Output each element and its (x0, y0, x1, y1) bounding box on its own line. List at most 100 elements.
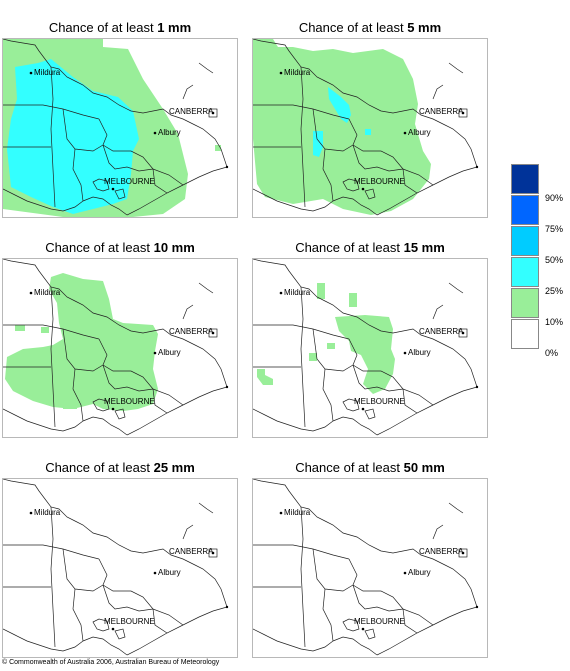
boundary-line-14 (92, 398, 110, 412)
legend-swatch-0 (511, 319, 539, 349)
town-dot-icon (211, 551, 215, 555)
boundary-line-7 (348, 338, 404, 390)
town-dot-icon (153, 571, 157, 575)
boundary-line-3 (376, 606, 478, 656)
map-label-albury: Albury (158, 568, 181, 577)
map-svg: Mildura CANBERRA Albury MELBOURNE (3, 259, 229, 436)
rainfall-region-3 (309, 353, 317, 361)
town-dot-icon (361, 187, 365, 191)
rainfall-region-1 (328, 87, 351, 123)
rainfall-region-2 (335, 315, 395, 394)
map-label-mildura: Mildura (34, 508, 61, 517)
rainfall-region-0 (5, 273, 158, 411)
rainfall-region-1 (349, 293, 357, 307)
legend-swatch-25 (511, 257, 539, 287)
map-label-albury: Albury (408, 128, 431, 137)
boundary-line-12 (182, 84, 194, 100)
map-label-albury: Albury (158, 348, 181, 357)
legend-label-25: 25% (545, 286, 564, 296)
boundary-line-12 (432, 304, 444, 320)
boundary-line-0 (253, 39, 478, 168)
legend-label-75: 75% (545, 224, 564, 234)
legend-swatch-50 (511, 226, 539, 256)
boundary-line-7 (98, 558, 154, 610)
boundary-line-14 (92, 178, 110, 192)
canberra-marker-icon (458, 108, 468, 118)
boundary-line-1 (253, 628, 334, 652)
town-dot-icon (153, 131, 157, 135)
legend-swatch-90 (511, 164, 539, 194)
boundary-line-1 (3, 408, 84, 432)
boundary-line-3 (126, 386, 228, 436)
boundary-line-10 (72, 148, 84, 202)
copyright-footer: © Commonwealth of Australia 2006, Austra… (2, 659, 220, 666)
boundary-line-10 (322, 148, 334, 202)
town-dot-icon (461, 551, 465, 555)
boundary-line-11 (402, 388, 418, 414)
boundary-line-14 (342, 178, 360, 192)
boundary-line-7 (98, 338, 154, 390)
map-label-canberra: CANBERRA (419, 107, 464, 116)
boundary-line-2 (332, 416, 378, 436)
boundary-line-3 (376, 166, 478, 216)
boundary-line-1 (3, 628, 84, 652)
canberra-marker-icon (208, 548, 218, 558)
boundary-line-0 (253, 259, 478, 388)
coast-marker-icon (225, 165, 229, 169)
boundary-line-10 (322, 588, 334, 642)
map-label-albury: Albury (158, 128, 181, 137)
town-dot-icon (361, 407, 365, 411)
town-dot-icon (29, 291, 33, 295)
legend-label-10: 10% (545, 317, 564, 327)
boundary-line-0 (253, 479, 478, 608)
boundary-line-7 (348, 558, 404, 610)
town-dot-icon (111, 407, 115, 411)
boundary-line-12 (432, 524, 444, 540)
panel-title: Chance of at least 25 mm (45, 460, 195, 475)
coast-marker-icon (225, 385, 229, 389)
town-dot-icon (211, 111, 215, 115)
map-svg: Mildura CANBERRA Albury MELBOURNE (3, 479, 229, 656)
boundary-line-15 (364, 628, 376, 640)
boundary-line-9 (352, 584, 434, 626)
boundary-line-10 (322, 368, 334, 422)
panel-title: Chance of at least 5 mm (298, 20, 442, 35)
panel-title: Chance of at least 1 mm (48, 20, 192, 35)
boundary-line-5 (253, 544, 350, 560)
map-label-albury: Albury (408, 348, 431, 357)
boundary-line-11 (152, 608, 168, 634)
map-label-canberra: CANBERRA (169, 547, 214, 556)
canberra-marker-icon (208, 328, 218, 338)
boundary-line-13 (198, 62, 214, 74)
boundary-line-2 (82, 636, 128, 656)
boundary-line-5 (3, 544, 100, 560)
map-25mm: Mildura CANBERRA Albury MELBOURNE (2, 478, 238, 658)
boundary-line-10 (72, 368, 84, 422)
rainfall-region-1 (7, 59, 139, 214)
map-50mm: Mildura CANBERRA Albury MELBOURNE (252, 478, 488, 658)
town-dot-icon (279, 291, 283, 295)
boundary-line-1 (253, 408, 334, 432)
town-dot-icon (29, 511, 33, 515)
town-dot-icon (403, 571, 407, 575)
boundary-line-2 (332, 196, 378, 216)
map-svg: Mildura CANBERRA Albury MELBOURNE (253, 259, 479, 436)
boundary-line-15 (114, 408, 126, 420)
map-label-mildura: Mildura (34, 288, 61, 297)
canberra-marker-icon (458, 548, 468, 558)
panel-title: Chance of at least 15 mm (295, 240, 445, 255)
town-dot-icon (279, 71, 283, 75)
town-dot-icon (403, 131, 407, 135)
boundary-line-3 (376, 386, 478, 436)
map-label-albury: Albury (408, 568, 431, 577)
boundary-line-12 (432, 84, 444, 100)
town-dot-icon (211, 331, 215, 335)
boundary-line-2 (332, 636, 378, 656)
boundary-line-11 (152, 388, 168, 414)
rainfall-region-5 (257, 369, 273, 385)
map-5mm: Mildura CANBERRA Albury MELBOURNE (252, 38, 488, 218)
boundary-line-13 (448, 282, 464, 294)
boundary-line-4 (50, 506, 56, 648)
boundary-line-12 (182, 304, 194, 320)
boundary-line-10 (72, 588, 84, 642)
